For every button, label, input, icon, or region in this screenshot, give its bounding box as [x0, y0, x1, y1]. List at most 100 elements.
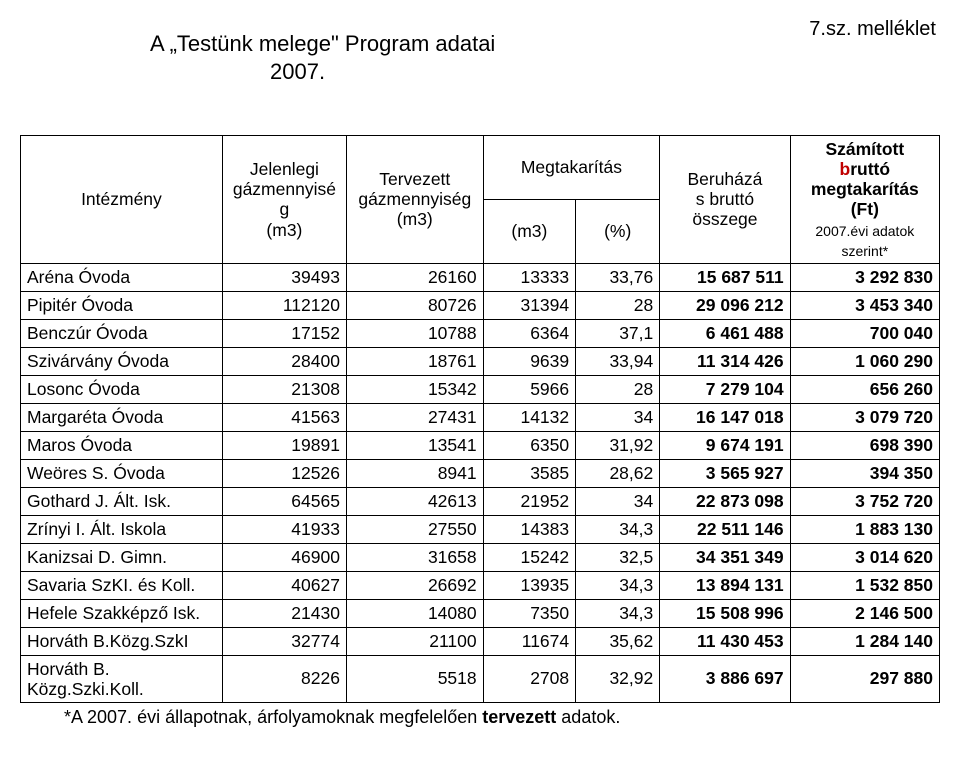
header-text: ruttó — [850, 159, 890, 179]
cell-saving-pct: 28 — [576, 375, 660, 403]
table-row: Weöres S. Óvoda125268941358528,623 565 9… — [21, 459, 940, 487]
cell-saving-pct: 34,3 — [576, 515, 660, 543]
cell-current: 19891 — [222, 431, 346, 459]
header-text: Tervezett — [379, 169, 450, 189]
cell-investment: 15 687 511 — [660, 263, 790, 291]
cell-saving-pct: 28,62 — [576, 459, 660, 487]
cell-planned: 15342 — [346, 375, 483, 403]
table-row: Gothard J. Ált. Isk.6456542613219523422 … — [21, 487, 940, 515]
cell-saving-m3: 14132 — [483, 403, 576, 431]
cell-investment: 13 894 131 — [660, 571, 790, 599]
cell-planned: 14080 — [346, 599, 483, 627]
cell-investment: 34 351 349 — [660, 543, 790, 571]
header-text: szerint* — [841, 243, 888, 259]
col-savings-pct: (%) — [576, 199, 660, 263]
footnote: *A 2007. évi állapotnak, árfolyamoknak m… — [64, 707, 940, 728]
data-table: Intézmény Jelenlegi gázmennyisé g (m3) T… — [20, 135, 940, 703]
cell-current: 40627 — [222, 571, 346, 599]
cell-saving-m3: 6350 — [483, 431, 576, 459]
cell-current: 28400 — [222, 347, 346, 375]
cell-planned: 31658 — [346, 543, 483, 571]
header-text: gázmennyiség — [358, 189, 471, 209]
cell-computed: 1 060 290 — [790, 347, 939, 375]
table-row: Kanizsai D. Gimn.46900316581524232,534 3… — [21, 543, 940, 571]
col-computed-savings: Számított bruttó megtakarítás (Ft) 2007.… — [790, 136, 939, 264]
title-line-2: 2007. — [270, 58, 940, 86]
cell-planned: 26160 — [346, 263, 483, 291]
cell-computed: 1 883 130 — [790, 515, 939, 543]
cell-saving-pct: 33,94 — [576, 347, 660, 375]
cell-saving-m3: 15242 — [483, 543, 576, 571]
cell-investment: 9 674 191 — [660, 431, 790, 459]
col-investment: Beruházá s bruttó összege — [660, 136, 790, 264]
header-text: b — [840, 159, 851, 179]
cell-investment: 16 147 018 — [660, 403, 790, 431]
cell-planned: 80726 — [346, 291, 483, 319]
cell-computed: 2 146 500 — [790, 599, 939, 627]
cell-current: 64565 — [222, 487, 346, 515]
header-text: gázmennyisé — [233, 179, 336, 199]
header-text: összege — [692, 209, 757, 229]
cell-saving-m3: 9639 — [483, 347, 576, 375]
cell-current: 21430 — [222, 599, 346, 627]
cell-computed: 3 079 720 — [790, 403, 939, 431]
cell-planned: 8941 — [346, 459, 483, 487]
cell-current: 17152 — [222, 319, 346, 347]
cell-current: 41933 — [222, 515, 346, 543]
header-text: Számított — [825, 139, 904, 159]
cell-saving-pct: 28 — [576, 291, 660, 319]
cell-investment: 6 461 488 — [660, 319, 790, 347]
cell-computed: 3 752 720 — [790, 487, 939, 515]
cell-saving-pct: 34,3 — [576, 571, 660, 599]
col-savings-m3: (m3) — [483, 199, 576, 263]
cell-name: Weöres S. Óvoda — [21, 459, 223, 487]
cell-investment: 15 508 996 — [660, 599, 790, 627]
cell-name: Savaria SzKI. és Koll. — [21, 571, 223, 599]
cell-planned: 21100 — [346, 627, 483, 655]
table-row: Maros Óvoda1989113541635031,929 674 1916… — [21, 431, 940, 459]
cell-saving-pct: 34 — [576, 403, 660, 431]
cell-saving-m3: 14383 — [483, 515, 576, 543]
cell-saving-m3: 11674 — [483, 627, 576, 655]
cell-name: Maros Óvoda — [21, 431, 223, 459]
table-row: Zrínyi I. Ált. Iskola41933275501438334,3… — [21, 515, 940, 543]
cell-saving-pct: 33,76 — [576, 263, 660, 291]
table-body: Aréna Óvoda39493261601333333,7615 687 51… — [21, 263, 940, 702]
cell-saving-m3: 13935 — [483, 571, 576, 599]
header-text: (m3) — [266, 220, 302, 240]
header-text: (Ft) — [851, 199, 879, 219]
cell-current: 12526 — [222, 459, 346, 487]
cell-planned: 27431 — [346, 403, 483, 431]
cell-computed: 1 284 140 — [790, 627, 939, 655]
header-text: s bruttó — [696, 189, 754, 209]
cell-name: Szivárvány Óvoda — [21, 347, 223, 375]
cell-saving-m3: 13333 — [483, 263, 576, 291]
table-row: Losonc Óvoda21308153425966287 279 104656… — [21, 375, 940, 403]
header-text: g — [280, 199, 290, 219]
cell-investment: 7 279 104 — [660, 375, 790, 403]
cell-planned: 13541 — [346, 431, 483, 459]
cell-current: 32774 — [222, 627, 346, 655]
cell-investment: 3 886 697 — [660, 655, 790, 702]
cell-current: 46900 — [222, 543, 346, 571]
cell-saving-pct: 34,3 — [576, 599, 660, 627]
cell-current: 21308 — [222, 375, 346, 403]
cell-investment: 11 314 426 — [660, 347, 790, 375]
cell-name: Margaréta Óvoda — [21, 403, 223, 431]
cell-name: Hefele Szakképző Isk. — [21, 599, 223, 627]
cell-computed: 1 532 850 — [790, 571, 939, 599]
cell-computed: 3 014 620 — [790, 543, 939, 571]
table-row: Benczúr Óvoda1715210788636437,16 461 488… — [21, 319, 940, 347]
header-text: Jelenlegi — [250, 159, 319, 179]
header-text: (m3) — [397, 209, 433, 229]
footnote-text: *A 2007. évi állapotnak, árfolyamoknak m… — [64, 707, 482, 727]
header-text: 2007.évi adatok — [815, 223, 914, 239]
col-institution: Intézmény — [21, 136, 223, 264]
cell-saving-m3: 2708 — [483, 655, 576, 702]
footnote-bold: tervezett — [482, 707, 556, 727]
cell-saving-pct: 35,62 — [576, 627, 660, 655]
header-text: Beruházá — [687, 169, 762, 189]
cell-saving-m3: 31394 — [483, 291, 576, 319]
cell-name: Aréna Óvoda — [21, 263, 223, 291]
cell-planned: 5518 — [346, 655, 483, 702]
